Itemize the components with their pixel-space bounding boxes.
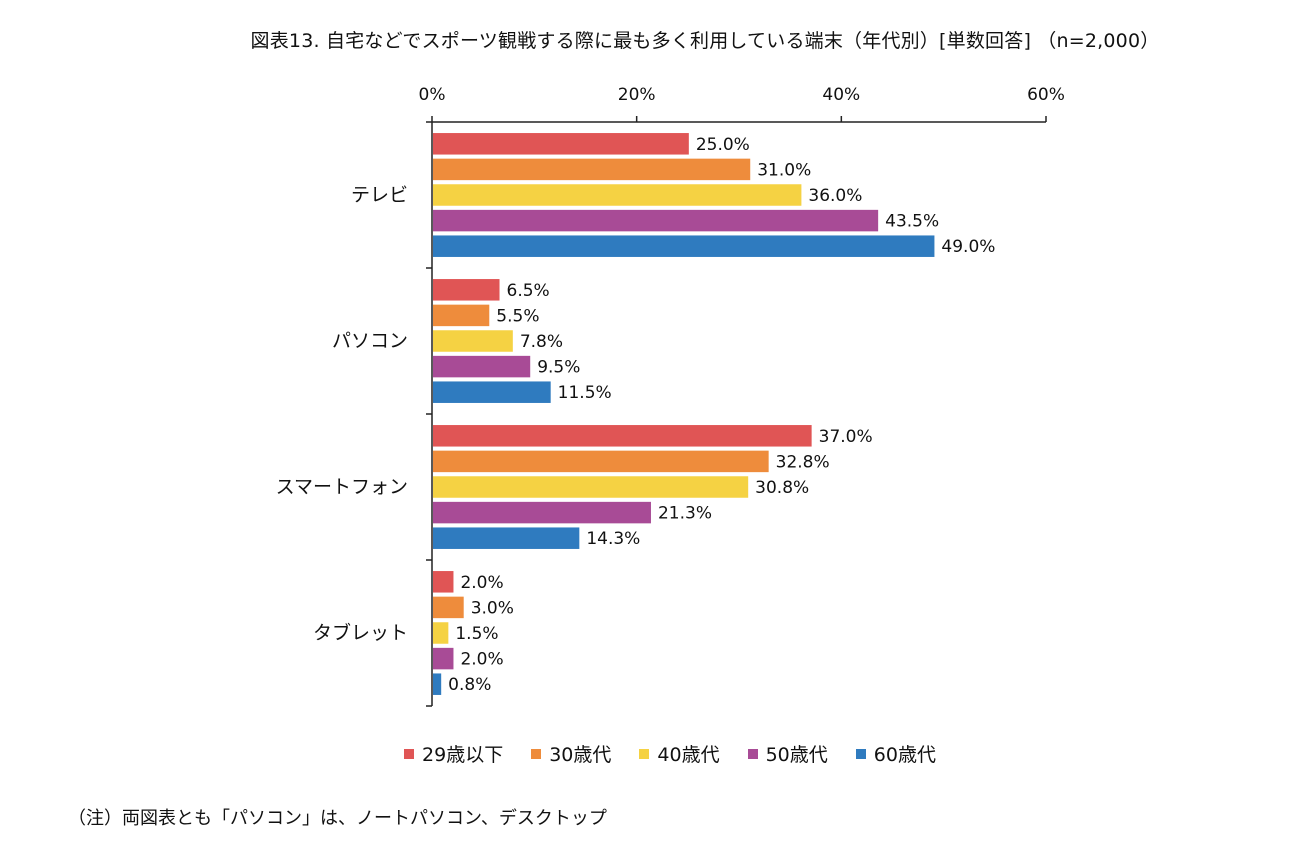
bar xyxy=(433,279,500,301)
category-label: タブレット xyxy=(313,621,408,644)
data-label: 37.0% xyxy=(819,427,873,447)
data-label: 7.8% xyxy=(520,332,563,352)
data-label: 0.8% xyxy=(448,675,491,695)
category-label: パソコン xyxy=(332,330,408,352)
legend-item: 30歳代 xyxy=(531,740,611,767)
bar xyxy=(433,425,812,447)
bar xyxy=(433,184,802,206)
data-label: 2.0% xyxy=(460,573,503,593)
bar xyxy=(433,673,442,695)
data-label: 3.0% xyxy=(471,598,514,618)
bar xyxy=(433,355,531,378)
bar xyxy=(433,381,551,403)
chart-title: 図表13. 自宅などでスポーツ観戦する際に最も多く利用している端末（年代別）[単… xyxy=(250,30,1160,52)
chart-legend: 29歳以下 30歳代 40歳代 50歳代 60歳代 xyxy=(0,740,1300,767)
data-label: 5.5% xyxy=(496,306,539,326)
legend-swatch xyxy=(404,748,415,759)
data-label: 32.8% xyxy=(776,452,830,472)
bar xyxy=(433,571,454,593)
legend-swatch xyxy=(639,748,650,759)
legend-item: 29歳以下 xyxy=(404,740,503,767)
category-label: スマートフォン xyxy=(276,476,408,498)
category-label: テレビ xyxy=(351,184,408,206)
x-tick-label: 20% xyxy=(618,85,656,105)
legend-swatch xyxy=(855,748,866,759)
data-label: 11.5% xyxy=(558,383,612,403)
bar xyxy=(433,158,751,181)
legend-item: 60歳代 xyxy=(855,740,936,767)
bar xyxy=(433,501,651,524)
legend-item: 50歳代 xyxy=(747,740,828,767)
bar xyxy=(433,235,935,257)
bar xyxy=(433,209,879,232)
legend-label: 60歳代 xyxy=(873,744,936,766)
data-label: 49.0% xyxy=(941,237,995,257)
bar xyxy=(433,133,689,155)
x-tick-label: 60% xyxy=(1027,85,1065,105)
data-label: 36.0% xyxy=(808,186,862,206)
bar xyxy=(433,647,454,670)
bar xyxy=(433,596,464,619)
data-label: 1.5% xyxy=(455,624,498,644)
legend-swatch xyxy=(747,748,758,759)
legend-item: 40歳代 xyxy=(639,740,720,767)
x-tick-label: 40% xyxy=(822,85,860,105)
data-label: 30.8% xyxy=(755,478,809,498)
data-label: 14.3% xyxy=(586,529,640,549)
data-label: 31.0% xyxy=(757,160,811,180)
data-label: 21.3% xyxy=(658,504,712,524)
legend-label: 29歳以下 xyxy=(422,744,504,766)
data-label: 43.5% xyxy=(885,212,939,232)
data-label: 9.5% xyxy=(537,358,580,378)
legend-swatch xyxy=(531,748,542,759)
legend-label: 30歳代 xyxy=(549,744,612,766)
data-label: 6.5% xyxy=(507,281,550,301)
data-label: 25.0% xyxy=(696,135,750,155)
legend-label: 40歳代 xyxy=(657,744,720,766)
bar xyxy=(433,304,490,327)
footnote: （注）両図表とも「パソコン」は、ノートパソコン、デスクトップ xyxy=(68,808,607,829)
bar xyxy=(433,450,769,473)
bar xyxy=(433,476,749,498)
bar xyxy=(433,330,513,352)
bar xyxy=(433,622,449,644)
legend-label: 50歳代 xyxy=(765,744,828,766)
bar xyxy=(433,527,580,549)
data-label: 2.0% xyxy=(460,650,503,670)
x-tick-label: 0% xyxy=(419,85,446,105)
